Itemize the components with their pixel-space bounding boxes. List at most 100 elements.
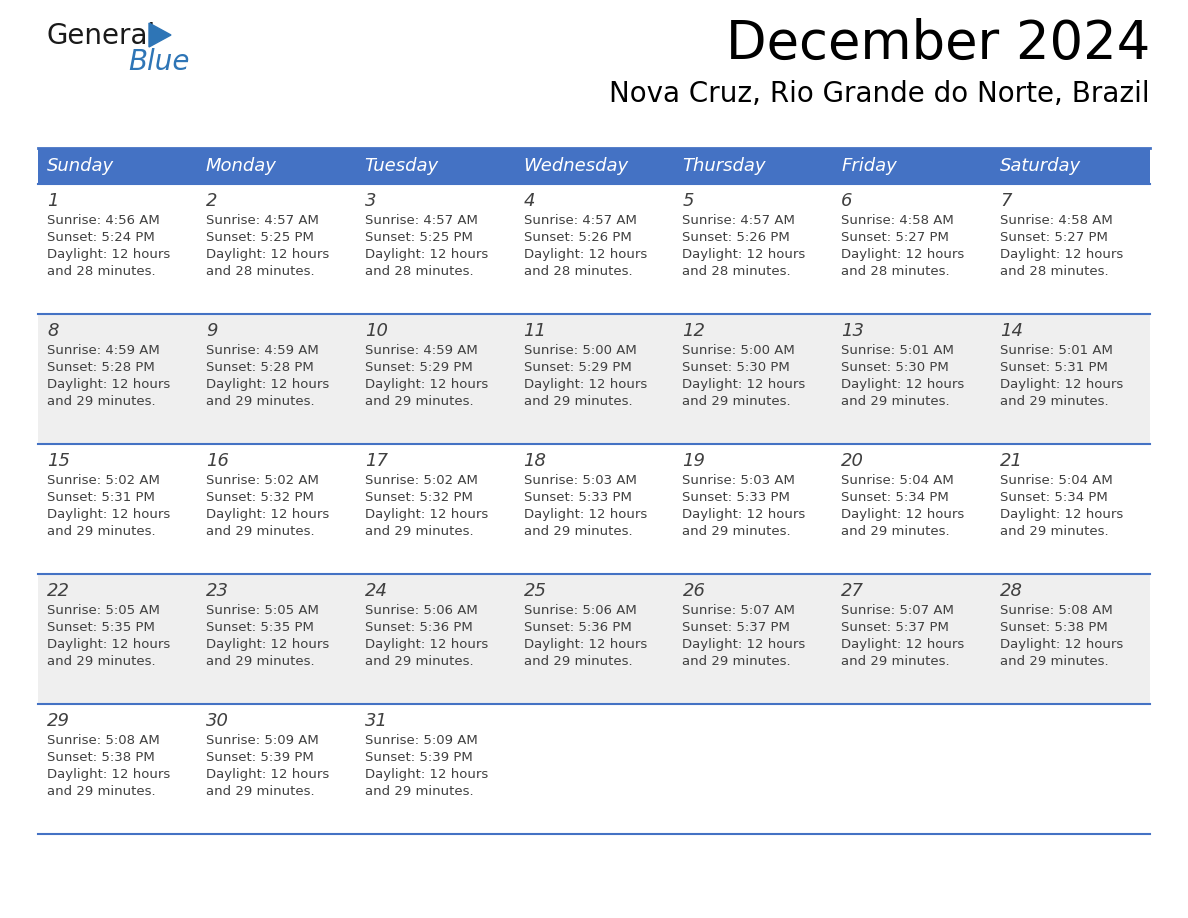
Polygon shape [148, 23, 171, 47]
Text: Nova Cruz, Rio Grande do Norte, Brazil: Nova Cruz, Rio Grande do Norte, Brazil [609, 80, 1150, 108]
Text: Sunset: 5:28 PM: Sunset: 5:28 PM [48, 361, 154, 374]
Text: Monday: Monday [206, 157, 277, 175]
Text: Sunrise: 5:02 AM: Sunrise: 5:02 AM [206, 474, 318, 487]
Text: Daylight: 12 hours: Daylight: 12 hours [1000, 378, 1124, 391]
Bar [38, 184, 1150, 314]
Text: 16: 16 [206, 452, 229, 470]
Text: Daylight: 12 hours: Daylight: 12 hours [1000, 248, 1124, 261]
Text: and 29 minutes.: and 29 minutes. [48, 525, 156, 538]
Text: Sunset: 5:34 PM: Sunset: 5:34 PM [841, 491, 949, 504]
Text: Daylight: 12 hours: Daylight: 12 hours [1000, 638, 1124, 651]
Text: 8: 8 [48, 322, 58, 340]
Text: 30: 30 [206, 712, 229, 730]
Text: Sunrise: 4:57 AM: Sunrise: 4:57 AM [682, 214, 795, 227]
Text: and 29 minutes.: and 29 minutes. [206, 525, 315, 538]
Text: Sunrise: 5:09 AM: Sunrise: 5:09 AM [206, 734, 318, 747]
Text: Saturday: Saturday [1000, 157, 1081, 175]
Text: 23: 23 [206, 582, 229, 600]
Text: Wednesday: Wednesday [524, 157, 628, 175]
Text: Sunset: 5:31 PM: Sunset: 5:31 PM [48, 491, 154, 504]
Text: Daylight: 12 hours: Daylight: 12 hours [48, 378, 170, 391]
Text: 15: 15 [48, 452, 70, 470]
Text: Daylight: 12 hours: Daylight: 12 hours [841, 378, 965, 391]
Text: Daylight: 12 hours: Daylight: 12 hours [682, 248, 805, 261]
Text: Daylight: 12 hours: Daylight: 12 hours [524, 508, 646, 521]
Text: 31: 31 [365, 712, 387, 730]
Text: Sunrise: 5:07 AM: Sunrise: 5:07 AM [841, 604, 954, 617]
Text: 27: 27 [841, 582, 865, 600]
Text: Daylight: 12 hours: Daylight: 12 hours [206, 768, 329, 781]
Text: Sunrise: 5:04 AM: Sunrise: 5:04 AM [1000, 474, 1113, 487]
Text: Sunrise: 5:03 AM: Sunrise: 5:03 AM [524, 474, 637, 487]
Text: 1: 1 [48, 192, 58, 210]
Text: 4: 4 [524, 192, 535, 210]
Text: and 29 minutes.: and 29 minutes. [682, 525, 791, 538]
Text: 21: 21 [1000, 452, 1023, 470]
Text: 7: 7 [1000, 192, 1012, 210]
Text: and 29 minutes.: and 29 minutes. [206, 785, 315, 798]
Text: and 29 minutes.: and 29 minutes. [841, 525, 950, 538]
Text: 18: 18 [524, 452, 546, 470]
Text: Sunset: 5:35 PM: Sunset: 5:35 PM [206, 621, 314, 634]
Text: 2: 2 [206, 192, 217, 210]
Text: Sunrise: 4:58 AM: Sunrise: 4:58 AM [1000, 214, 1113, 227]
Text: 19: 19 [682, 452, 706, 470]
Text: Sunset: 5:37 PM: Sunset: 5:37 PM [841, 621, 949, 634]
Text: 17: 17 [365, 452, 387, 470]
Text: and 29 minutes.: and 29 minutes. [365, 395, 473, 408]
Text: Sunset: 5:32 PM: Sunset: 5:32 PM [365, 491, 473, 504]
Text: Sunset: 5:26 PM: Sunset: 5:26 PM [682, 231, 790, 244]
Text: and 28 minutes.: and 28 minutes. [1000, 265, 1108, 278]
Text: 24: 24 [365, 582, 387, 600]
Text: Daylight: 12 hours: Daylight: 12 hours [365, 768, 488, 781]
Bar [38, 444, 1150, 574]
Text: Daylight: 12 hours: Daylight: 12 hours [682, 638, 805, 651]
Text: and 29 minutes.: and 29 minutes. [524, 525, 632, 538]
Text: Sunset: 5:33 PM: Sunset: 5:33 PM [524, 491, 632, 504]
Text: Sunset: 5:30 PM: Sunset: 5:30 PM [841, 361, 949, 374]
Text: and 29 minutes.: and 29 minutes. [48, 655, 156, 668]
Text: Sunrise: 5:08 AM: Sunrise: 5:08 AM [48, 734, 159, 747]
Text: 13: 13 [841, 322, 865, 340]
Text: and 28 minutes.: and 28 minutes. [524, 265, 632, 278]
Text: Daylight: 12 hours: Daylight: 12 hours [524, 248, 646, 261]
Text: Sunrise: 5:02 AM: Sunrise: 5:02 AM [365, 474, 478, 487]
Text: Daylight: 12 hours: Daylight: 12 hours [206, 638, 329, 651]
Text: Sunset: 5:38 PM: Sunset: 5:38 PM [48, 751, 154, 764]
Text: Daylight: 12 hours: Daylight: 12 hours [841, 248, 965, 261]
Text: Sunset: 5:29 PM: Sunset: 5:29 PM [365, 361, 473, 374]
Text: and 29 minutes.: and 29 minutes. [1000, 395, 1108, 408]
Text: Sunset: 5:33 PM: Sunset: 5:33 PM [682, 491, 790, 504]
Text: Blue: Blue [128, 48, 190, 76]
Text: Sunset: 5:28 PM: Sunset: 5:28 PM [206, 361, 314, 374]
Text: Daylight: 12 hours: Daylight: 12 hours [682, 378, 805, 391]
Text: Daylight: 12 hours: Daylight: 12 hours [841, 508, 965, 521]
Text: Sunrise: 4:57 AM: Sunrise: 4:57 AM [524, 214, 637, 227]
Text: and 28 minutes.: and 28 minutes. [206, 265, 315, 278]
Text: Sunrise: 5:01 AM: Sunrise: 5:01 AM [841, 344, 954, 357]
Text: Sunrise: 5:05 AM: Sunrise: 5:05 AM [48, 604, 160, 617]
Text: 9: 9 [206, 322, 217, 340]
Text: Sunrise: 5:05 AM: Sunrise: 5:05 AM [206, 604, 318, 617]
Text: Sunrise: 4:58 AM: Sunrise: 4:58 AM [841, 214, 954, 227]
Text: and 28 minutes.: and 28 minutes. [682, 265, 791, 278]
Text: Sunset: 5:27 PM: Sunset: 5:27 PM [1000, 231, 1108, 244]
Text: Sunrise: 4:59 AM: Sunrise: 4:59 AM [365, 344, 478, 357]
Text: and 29 minutes.: and 29 minutes. [841, 395, 950, 408]
Text: Sunset: 5:38 PM: Sunset: 5:38 PM [1000, 621, 1108, 634]
Text: Sunset: 5:27 PM: Sunset: 5:27 PM [841, 231, 949, 244]
Text: and 28 minutes.: and 28 minutes. [48, 265, 156, 278]
Text: Daylight: 12 hours: Daylight: 12 hours [365, 248, 488, 261]
Text: Sunset: 5:31 PM: Sunset: 5:31 PM [1000, 361, 1108, 374]
Text: 11: 11 [524, 322, 546, 340]
Text: 20: 20 [841, 452, 865, 470]
Text: Daylight: 12 hours: Daylight: 12 hours [206, 508, 329, 521]
Text: Sunset: 5:29 PM: Sunset: 5:29 PM [524, 361, 631, 374]
Text: and 29 minutes.: and 29 minutes. [682, 655, 791, 668]
Text: and 29 minutes.: and 29 minutes. [365, 785, 473, 798]
Text: Friday: Friday [841, 157, 897, 175]
Text: 6: 6 [841, 192, 853, 210]
Text: Sunset: 5:36 PM: Sunset: 5:36 PM [524, 621, 631, 634]
Text: Daylight: 12 hours: Daylight: 12 hours [365, 508, 488, 521]
Text: Sunrise: 5:06 AM: Sunrise: 5:06 AM [365, 604, 478, 617]
